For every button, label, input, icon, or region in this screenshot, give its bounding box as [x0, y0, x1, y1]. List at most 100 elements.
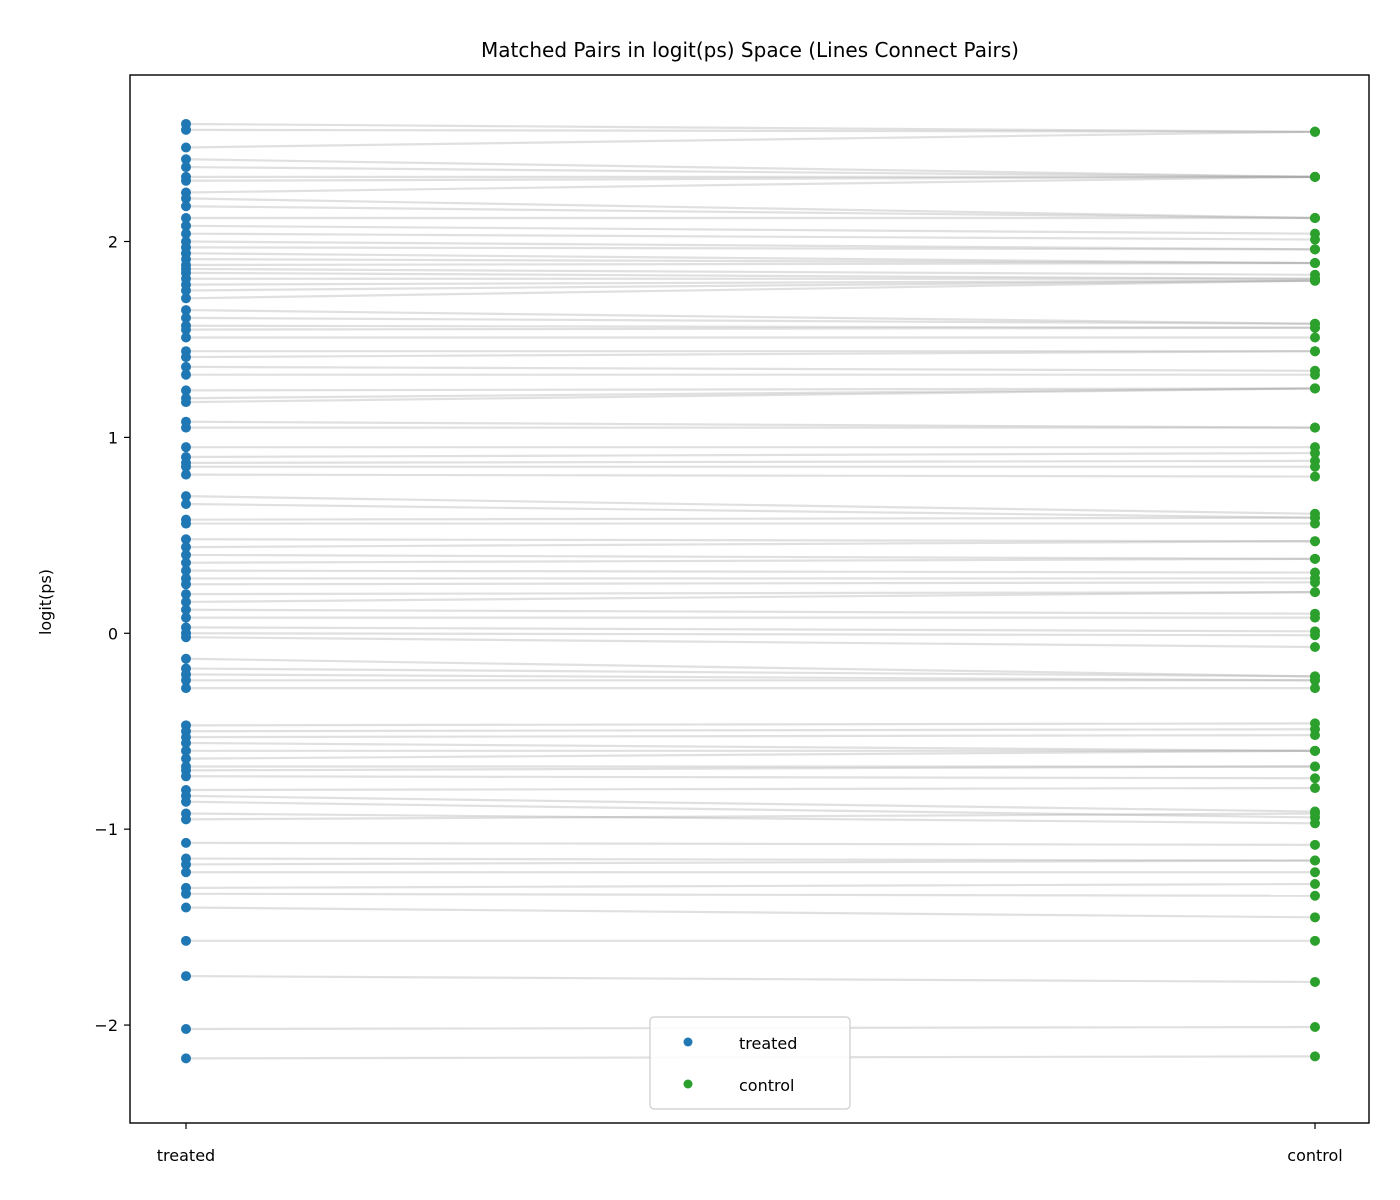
pair-line-31 [185, 365, 1316, 372]
treated-point-10 [181, 212, 191, 223]
pair-line-73 [185, 765, 1316, 772]
treated-point-53 [181, 579, 191, 590]
pair-line-81 [185, 857, 1316, 862]
pair-line-67 [185, 728, 1316, 733]
treated-point-37 [181, 422, 191, 433]
treated-point-71 [181, 753, 191, 764]
pair-line-22 [185, 279, 1316, 292]
treated-point-27 [181, 324, 191, 335]
control-point-28 [1310, 332, 1320, 343]
control-points [1310, 126, 1320, 1062]
treated-point-86 [181, 902, 191, 913]
legend-treated-label: treated [739, 1034, 797, 1053]
control-point-46 [1310, 518, 1320, 529]
treated-point-23 [181, 293, 191, 304]
control-point-89 [1310, 1022, 1320, 1033]
treated-point-89 [181, 1023, 191, 1034]
control-point-37 [1310, 422, 1320, 433]
treated-point-8 [181, 193, 191, 204]
control-point-73 [1310, 761, 1320, 772]
treated-point-82 [181, 859, 191, 870]
treated-point-44 [181, 498, 191, 509]
treated-point-43 [181, 491, 191, 502]
control-point-65 [1310, 683, 1320, 694]
pair-line-59 [185, 632, 1316, 637]
pair-line-74 [185, 775, 1316, 780]
control-point-30 [1310, 346, 1320, 357]
treated-point-6 [181, 175, 191, 186]
pair-line-56 [185, 608, 1316, 615]
treated-point-88 [181, 971, 191, 982]
treated-point-2 [181, 142, 191, 153]
control-point-71 [1310, 745, 1320, 756]
control-point-78 [1310, 818, 1320, 829]
treated-point-41 [181, 461, 191, 472]
treated-point-54 [181, 589, 191, 600]
treated-point-30 [181, 352, 191, 363]
treated-point-50 [181, 557, 191, 568]
pair-line-4 [185, 165, 1316, 178]
control-point-60 [1310, 641, 1320, 652]
control-point-42 [1310, 471, 1320, 482]
control-point-83 [1310, 867, 1320, 878]
pair-line-26 [185, 324, 1316, 329]
pair-line-42 [185, 473, 1316, 478]
pair-line-36 [185, 420, 1316, 429]
treated-point-61 [181, 653, 191, 664]
control-point-55 [1310, 587, 1320, 598]
pair-line-39 [185, 451, 1316, 459]
treated-point-33 [181, 385, 191, 396]
treated-point-12 [181, 228, 191, 239]
treated-point-83 [181, 867, 191, 878]
control-point-86 [1310, 912, 1320, 923]
treated-point-85 [181, 888, 191, 899]
pair-line-79 [185, 812, 1316, 821]
pair-line-66 [185, 722, 1316, 727]
pair-line-6 [185, 175, 1316, 182]
treated-point-28 [181, 332, 191, 343]
pair-line-68 [185, 734, 1316, 739]
control-point-88 [1310, 976, 1320, 987]
pair-line-12 [185, 232, 1316, 241]
y-axis-label: logit(ps) [36, 569, 55, 635]
treated-point-32 [181, 369, 191, 380]
treated-point-79 [181, 814, 191, 825]
pair-line-61 [185, 657, 1316, 678]
treated-point-11 [181, 220, 191, 231]
control-point-35 [1310, 383, 1320, 394]
pair-line-85 [185, 892, 1316, 897]
control-point-41 [1310, 461, 1320, 472]
treated-points [181, 118, 191, 1064]
y-tick-label-2: 0 [108, 624, 118, 643]
legend-treated-marker [683, 1037, 693, 1047]
pair-line-45 [185, 516, 1316, 521]
y-tick-label-4: 2 [108, 233, 118, 252]
pair-line-16 [185, 258, 1316, 265]
pair-line-17 [185, 261, 1316, 267]
treated-point-70 [181, 745, 191, 756]
pair-line-49 [185, 553, 1316, 560]
treated-point-80 [181, 837, 191, 848]
pair-line-27 [185, 326, 1316, 331]
pair-line-33 [185, 387, 1316, 392]
treated-point-56 [181, 604, 191, 615]
treated-point-69 [181, 737, 191, 748]
pair-line-53 [185, 581, 1316, 586]
treated-point-74 [181, 771, 191, 782]
y-tick-label-1: −1 [94, 820, 118, 839]
x-tick-label-1: control [1287, 1146, 1342, 1165]
pair-line-40 [185, 459, 1316, 464]
control-point-80 [1310, 839, 1320, 850]
control-point-57 [1310, 612, 1320, 623]
treated-point-60 [181, 632, 191, 643]
pair-line-11 [185, 224, 1316, 235]
x-tick-label-0: treated [157, 1146, 215, 1165]
treated-point-38 [181, 442, 191, 453]
control-point-90 [1310, 1051, 1320, 1062]
treated-point-48 [181, 542, 191, 553]
pair-line-86 [185, 906, 1316, 919]
y-tick-label-0: −2 [94, 1016, 118, 1035]
treated-point-87 [181, 935, 191, 946]
treated-point-64 [181, 675, 191, 686]
pair-line-0 [185, 122, 1316, 133]
